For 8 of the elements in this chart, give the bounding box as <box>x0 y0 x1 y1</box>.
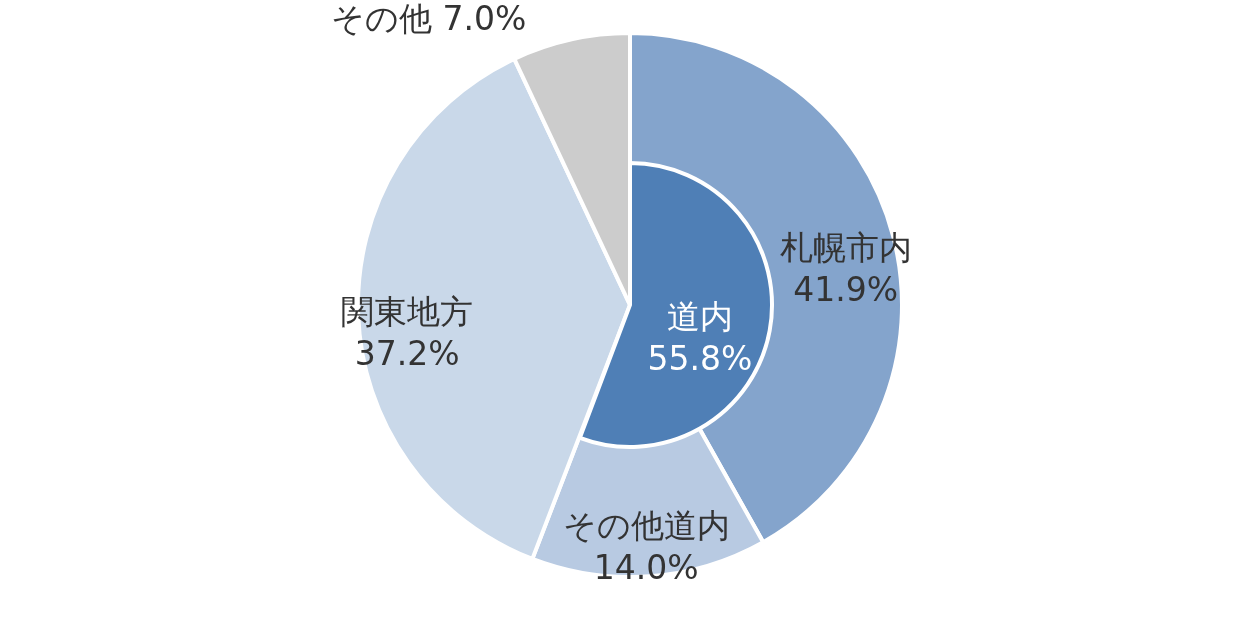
slice-label: その他道内 <box>562 506 730 546</box>
slice-label: 関東地方 <box>341 292 474 332</box>
slice-label: その他 7.0% <box>331 0 527 39</box>
data-label: 55.8% <box>647 338 753 378</box>
data-label: 41.9% <box>793 269 899 309</box>
data-label: 37.2% <box>354 334 460 374</box>
data-label: 14.0% <box>593 548 699 588</box>
category-label: 道内 <box>666 296 733 336</box>
